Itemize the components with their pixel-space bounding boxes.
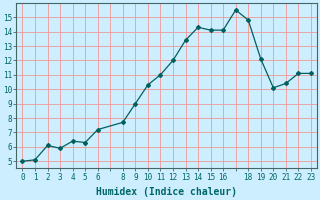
X-axis label: Humidex (Indice chaleur): Humidex (Indice chaleur) [96,187,237,197]
